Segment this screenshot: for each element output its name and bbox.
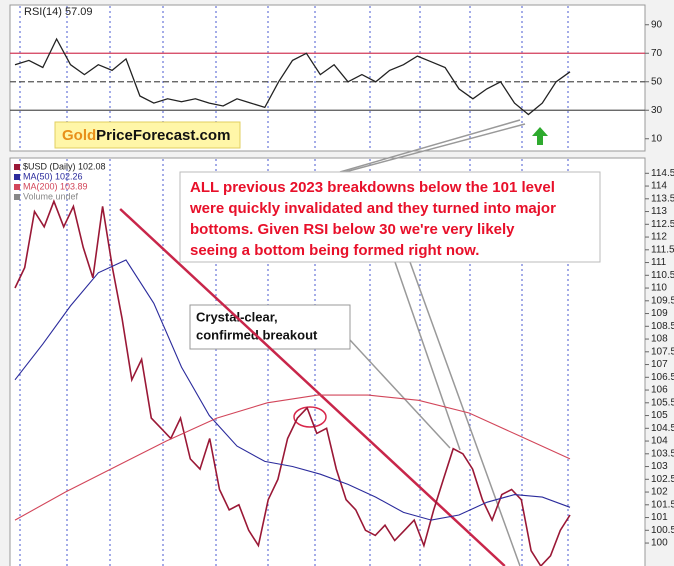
series-line <box>14 394 571 521</box>
y-tick-label: 104 <box>651 436 668 447</box>
annotation-line: were quickly invalidated and they turned… <box>189 200 556 217</box>
annotation-line: seeing a bottom being formed right now. <box>190 242 479 259</box>
legend-label: MA(50) 102.26 <box>23 171 83 181</box>
legend-label: MA(200) 103.89 <box>23 181 88 191</box>
y-tick-label: 114 <box>651 181 667 192</box>
legend-swatch <box>14 164 20 170</box>
pointer-line <box>409 261 521 566</box>
pointer-lines <box>339 119 526 566</box>
green-arrow <box>532 127 548 145</box>
y-tick-label: 109.5 <box>651 295 674 306</box>
y-tick-label: 101 <box>651 512 668 523</box>
y-tick-label: 111.5 <box>651 244 674 255</box>
series-line <box>14 259 571 521</box>
trendline <box>119 208 506 566</box>
y-tick-label: 90 <box>651 19 663 30</box>
y-tick-label: 105 <box>651 410 668 421</box>
y-tick-label: 106.5 <box>651 372 674 383</box>
y-tick-label: 110.5 <box>651 270 674 281</box>
y-tick-label: 103.5 <box>651 448 674 459</box>
y-tick-label: 108.5 <box>651 321 674 332</box>
y-tick-label: 104.5 <box>651 423 674 434</box>
legend-label: $USD (Daily) 102.08 <box>23 161 106 171</box>
logo-box <box>54 121 241 149</box>
y-tick-label: 112 <box>651 232 667 243</box>
logo-text: GoldPriceForecast.com <box>62 127 230 144</box>
y-tick-label: 70 <box>651 48 663 59</box>
logo-rest: PriceForecast.com <box>96 127 230 144</box>
y-tick-label: 112.5 <box>651 219 674 230</box>
pointer-line <box>344 123 526 173</box>
annotation-line: bottoms. Given RSI below 30 we're very l… <box>190 221 515 238</box>
y-tick-label: 102.5 <box>651 474 674 485</box>
y-tick-label: 108 <box>651 334 668 345</box>
y-tick-label: 101.5 <box>651 499 674 510</box>
y-tick-label: 107.5 <box>651 346 674 357</box>
y-tick-label: 114.5 <box>651 168 674 179</box>
legend-label: Volume undef <box>23 191 79 201</box>
pointer-line <box>394 261 461 451</box>
y-tick-label: 103 <box>651 461 668 472</box>
y-tick-label: 100.5 <box>651 525 674 536</box>
series-line <box>14 199 571 566</box>
annotation: ALL previous 2023 breakdowns below the 1… <box>189 179 556 259</box>
y-tick-label: 109 <box>651 308 668 319</box>
y-tick-label: 106 <box>651 385 668 396</box>
rsi-title: RSI(14) 57.09 <box>24 6 92 18</box>
highlight-ellipse <box>293 406 327 428</box>
rsi-line <box>14 37 571 116</box>
y-tick-label: 30 <box>651 105 663 116</box>
logo-gold: Gold <box>62 127 96 144</box>
legend-swatch <box>14 194 20 200</box>
y-tick-label: 113 <box>651 206 667 217</box>
y-tick-label: 113.5 <box>651 193 674 204</box>
pointer-line <box>339 119 521 173</box>
legend-swatch <box>14 174 20 180</box>
logo: GoldPriceForecast.com <box>54 121 241 149</box>
y-tick-label: 111 <box>651 257 667 268</box>
annotation-line: ALL previous 2023 breakdowns below the 1… <box>190 179 555 196</box>
y-tick-label: 110 <box>651 283 667 294</box>
y-tick-label: 50 <box>651 76 663 87</box>
legend-swatch <box>14 184 20 190</box>
y-tick-label: 107 <box>651 359 668 370</box>
annotation-box <box>179 171 601 263</box>
y-tick-label: 100 <box>651 538 668 549</box>
annotation-box <box>189 304 351 350</box>
y-tick-label: 102 <box>651 487 668 498</box>
y-tick-label: 10 <box>651 133 663 144</box>
pointer-line <box>349 339 451 449</box>
y-tick-label: 105.5 <box>651 397 674 408</box>
